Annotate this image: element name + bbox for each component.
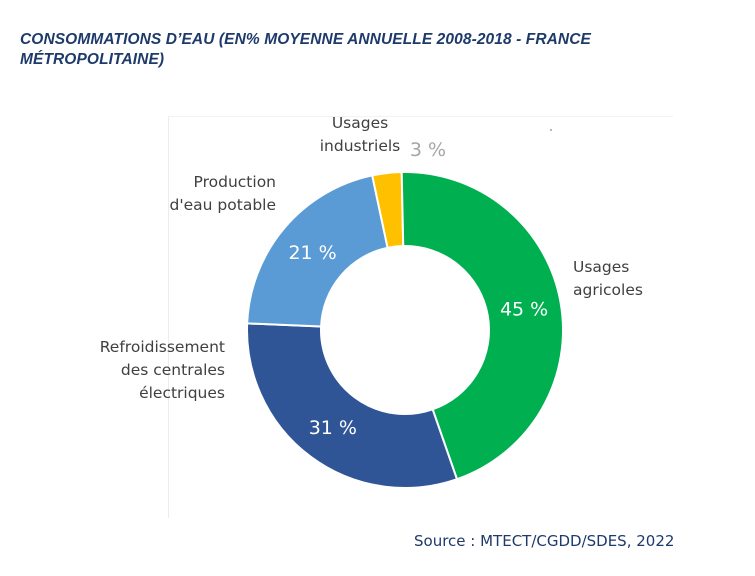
value-label: 21 % <box>288 242 336 264</box>
value-label: 31 % <box>309 417 357 439</box>
value-labels: 3 % 45 % 31 % 21 % <box>288 139 548 439</box>
category-label: Usages agricoles <box>573 258 643 299</box>
donut-slice-31pct <box>246 322 459 489</box>
chart-title: CONSOMMATIONS D’EAU (EN% MOYENNE ANNUELL… <box>20 31 591 68</box>
donut-slice-21pct <box>246 174 389 328</box>
plot-area-marker <box>550 129 552 131</box>
category-label: Production d'eau potable <box>170 173 276 214</box>
value-label: 3 % <box>410 139 446 161</box>
donut-slice-45pct <box>400 171 564 481</box>
value-label: 45 % <box>500 299 548 321</box>
category-labels: Usages industriels Usages agricoles Refroidi… <box>100 114 643 402</box>
source-note: Source : MTECT/CGDD/SDES, 2022 <box>414 532 675 550</box>
plot-area <box>168 116 673 518</box>
category-label: Usages industriels <box>320 114 401 155</box>
donut-slices <box>246 171 564 489</box>
category-label: Refroidissement des centrales électriques <box>100 338 225 402</box>
